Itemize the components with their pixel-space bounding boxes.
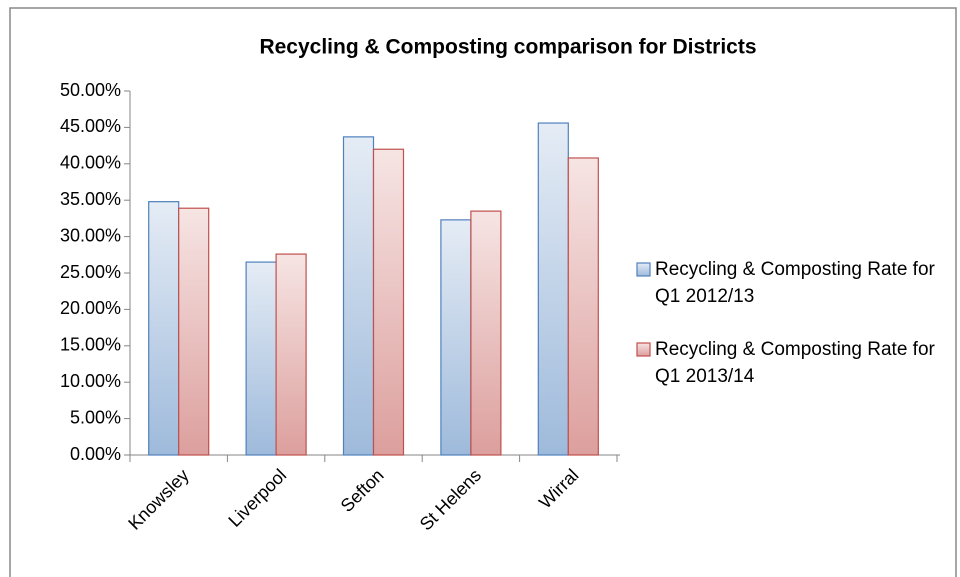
y-tick-label: 5.00%	[70, 407, 121, 427]
bar	[372, 148, 405, 456]
y-tick-label: 0.00%	[70, 444, 121, 464]
bar	[178, 207, 210, 456]
legend-swatch	[636, 342, 651, 357]
y-tick-label: 10.00%	[60, 371, 121, 391]
bar	[537, 122, 569, 456]
y-tick-label: 50.00%	[60, 80, 121, 100]
bar	[470, 210, 502, 456]
bar	[567, 157, 599, 456]
legend-label: Recycling & Composting Rate for Q1 2012/…	[655, 259, 935, 307]
y-tick-label: 25.00%	[60, 262, 121, 282]
chart-title: Recycling & Composting comparison for Di…	[259, 36, 756, 59]
y-tick-label: 30.00%	[60, 225, 121, 245]
legend-swatch	[636, 262, 651, 277]
bar	[440, 219, 472, 456]
y-tick-label: 35.00%	[60, 189, 121, 209]
y-tick-label: 20.00%	[60, 298, 121, 318]
y-tick-label: 40.00%	[60, 153, 121, 173]
bar	[342, 136, 375, 456]
bar	[148, 201, 180, 456]
y-tick-label: 45.00%	[60, 116, 121, 136]
legend-label: Recycling & Composting Rate for Q1 2013/…	[655, 339, 935, 387]
bar	[245, 261, 277, 456]
bar	[275, 253, 307, 456]
y-tick-label: 15.00%	[60, 335, 121, 355]
